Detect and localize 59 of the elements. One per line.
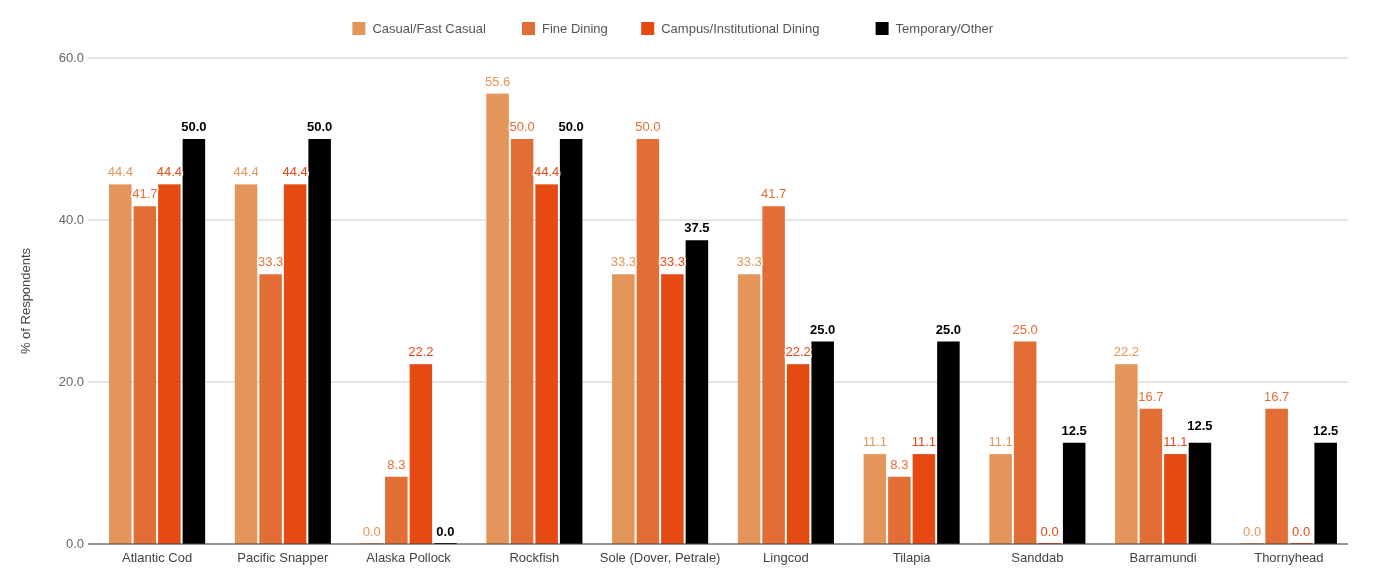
data-label: 12.5 [1187, 418, 1213, 434]
data-label: 0.0 [1243, 524, 1262, 539]
data-label: 41.7 [760, 186, 787, 202]
data-label: 33.3 [659, 254, 686, 270]
x-tick-label: Pacific Snapper [237, 550, 330, 565]
x-tick-label: Lingcod [763, 550, 809, 565]
data-label: 50.0 [558, 119, 584, 134]
x-tick-label: Atlantic Cod [122, 550, 193, 565]
y-tick-label: 40.0 [58, 212, 84, 227]
data-label: 0.0 [436, 524, 455, 539]
data-label: 11.1 [862, 434, 888, 450]
data-label: 50.0 [509, 119, 535, 134]
x-tick-label: Tilapia [892, 550, 932, 565]
data-label: 22.2 [785, 344, 811, 360]
data-label: 33.3 [610, 254, 636, 270]
data-label: 44.4 [156, 164, 183, 180]
legend-label: Casual/Fast Casual [372, 21, 486, 36]
data-label: 22.2 [408, 344, 434, 360]
data-label: 16.7 [1138, 388, 1164, 404]
data-label: 44.4 [233, 164, 259, 180]
x-tick-label: Sanddab [1011, 550, 1064, 565]
data-label: 12.5 [1061, 422, 1087, 438]
data-label: 16.7 [1263, 388, 1290, 404]
data-label: 0.0 [1040, 524, 1059, 539]
legend-label: Campus/Institutional Dining [661, 21, 820, 36]
data-label: 50.0 [635, 119, 661, 134]
x-tick-label: Rockfish [509, 550, 560, 565]
data-label: 44.4 [533, 164, 560, 180]
legend-label: Temporary/Other [895, 21, 994, 36]
data-label: 55.6 [484, 73, 511, 89]
data-label: 33.3 [257, 254, 284, 270]
data-label: 11.1 [1163, 434, 1188, 450]
data-label: 25.0 [935, 321, 962, 337]
data-label: 11.1 [911, 434, 937, 450]
x-tick-label: Barramundi [1129, 550, 1197, 565]
data-label: 44.4 [282, 164, 308, 180]
y-tick-label: 0.0 [65, 536, 84, 551]
data-label: 33.3 [736, 254, 762, 270]
y-axis-title: % of Respondents [18, 247, 33, 355]
data-label: 12.5 [1313, 422, 1339, 438]
data-label: 25.0 [1012, 321, 1038, 337]
y-tick-label: 20.0 [58, 374, 84, 389]
data-label: 50.0 [181, 119, 207, 134]
data-label: 22.2 [1113, 344, 1140, 360]
data-label: 50.0 [306, 119, 333, 134]
data-label: 44.4 [107, 164, 133, 180]
y-tick-label: 60.0 [58, 50, 84, 65]
x-tick-label: Thornyhead [1254, 550, 1324, 565]
data-label: 25.0 [810, 321, 836, 337]
x-tick-label: Alaska Pollock [366, 550, 452, 565]
legend-label: Fine Dining [542, 21, 608, 36]
data-label: 37.5 [684, 220, 710, 236]
data-label: 41.7 [132, 186, 158, 202]
data-label: 8.3 [387, 456, 406, 472]
data-label: 0.0 [362, 524, 381, 539]
data-label: 11.1 [988, 434, 1013, 450]
x-tick-label: Sole (Dover, Petrale) [599, 550, 721, 565]
data-label: 8.3 [890, 456, 909, 472]
data-label: 0.0 [1292, 524, 1311, 539]
